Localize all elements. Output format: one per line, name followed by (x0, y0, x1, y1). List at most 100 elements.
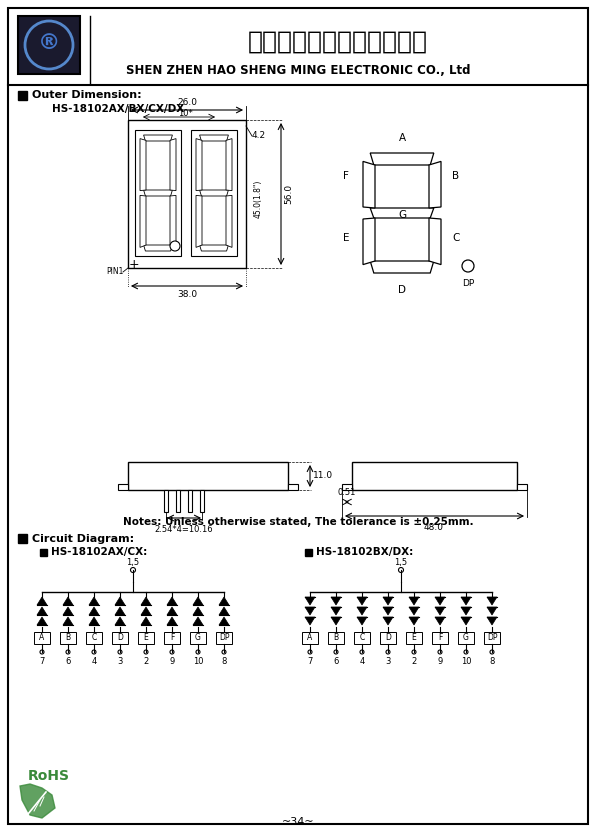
Bar (128, 462, 288, 490)
Polygon shape (196, 139, 202, 191)
Text: B: B (452, 171, 460, 181)
Text: 4: 4 (91, 657, 97, 666)
Text: ~34~: ~34~ (282, 817, 314, 827)
Text: E: E (343, 233, 349, 243)
Text: 4.2: 4.2 (252, 131, 266, 141)
Bar (34, 632, 50, 644)
Polygon shape (63, 617, 73, 625)
Circle shape (196, 650, 200, 654)
Text: DP: DP (219, 633, 229, 642)
Text: 10*: 10* (178, 109, 193, 118)
Bar (406, 632, 422, 644)
Text: G: G (398, 210, 406, 220)
Circle shape (360, 650, 364, 654)
Text: PIN1: PIN1 (106, 268, 123, 276)
Polygon shape (37, 607, 47, 615)
Polygon shape (487, 617, 497, 625)
Bar (40, 549, 47, 556)
Circle shape (170, 241, 180, 251)
Polygon shape (115, 597, 125, 605)
Polygon shape (435, 607, 445, 615)
Text: Outer Dimension:: Outer Dimension: (32, 91, 142, 101)
Text: 2: 2 (411, 657, 417, 666)
Text: B: B (333, 633, 339, 642)
Polygon shape (140, 139, 146, 191)
Bar (164, 490, 168, 512)
Polygon shape (200, 190, 228, 196)
Bar (60, 632, 76, 644)
Text: 1,5: 1,5 (126, 557, 139, 567)
Bar (176, 490, 180, 512)
Bar (188, 490, 192, 512)
Text: E: E (412, 633, 417, 642)
Polygon shape (115, 617, 125, 625)
Polygon shape (305, 597, 315, 605)
Polygon shape (219, 597, 229, 605)
Circle shape (386, 650, 390, 654)
Text: 11.0: 11.0 (313, 472, 333, 481)
Polygon shape (37, 617, 47, 625)
Text: 3: 3 (385, 657, 391, 666)
Polygon shape (196, 196, 202, 247)
Circle shape (222, 650, 226, 654)
Polygon shape (461, 597, 471, 605)
Text: Notes: Unless otherwise stated, The tolerance is ±0.25mm.: Notes: Unless otherwise stated, The tole… (123, 517, 473, 527)
Circle shape (144, 650, 148, 654)
Bar (86, 632, 102, 644)
Text: 3: 3 (117, 657, 123, 666)
Bar (352, 462, 517, 490)
Bar (328, 632, 344, 644)
Circle shape (66, 650, 70, 654)
Text: 8: 8 (221, 657, 226, 666)
Polygon shape (170, 139, 176, 191)
Polygon shape (37, 597, 47, 605)
Text: A: A (39, 633, 45, 642)
Bar (302, 632, 318, 644)
Circle shape (334, 650, 338, 654)
Circle shape (490, 650, 494, 654)
Polygon shape (435, 617, 445, 625)
Text: HS-18102AX/CX:: HS-18102AX/CX: (51, 547, 147, 557)
Bar (135, 130, 181, 256)
Text: D: D (117, 633, 123, 642)
Text: F: F (170, 633, 174, 642)
Polygon shape (226, 139, 232, 191)
Bar (484, 632, 500, 644)
Polygon shape (487, 607, 497, 615)
Text: C: C (91, 633, 97, 642)
Circle shape (308, 650, 312, 654)
Circle shape (170, 650, 174, 654)
Polygon shape (370, 153, 434, 165)
FancyBboxPatch shape (8, 8, 588, 824)
Bar (164, 632, 180, 644)
Polygon shape (383, 597, 393, 605)
Polygon shape (370, 261, 434, 273)
Polygon shape (305, 617, 315, 625)
Text: 10: 10 (461, 657, 471, 666)
Polygon shape (144, 245, 172, 251)
Circle shape (399, 567, 403, 572)
Polygon shape (461, 607, 471, 615)
Text: 8: 8 (489, 657, 495, 666)
Polygon shape (305, 607, 315, 615)
Circle shape (131, 567, 135, 572)
Bar (458, 632, 474, 644)
Polygon shape (200, 135, 228, 141)
Bar (190, 632, 206, 644)
Bar (138, 632, 154, 644)
Circle shape (438, 650, 442, 654)
Polygon shape (140, 196, 146, 247)
Polygon shape (487, 597, 497, 605)
Circle shape (118, 650, 122, 654)
Text: SHEN ZHEN HAO SHENG MING ELECTRONIC CO., Ltd: SHEN ZHEN HAO SHENG MING ELECTRONIC CO.,… (126, 63, 470, 77)
Circle shape (40, 650, 44, 654)
Text: DP: DP (462, 280, 474, 289)
Polygon shape (63, 597, 73, 605)
Text: C: C (452, 233, 460, 243)
Polygon shape (170, 196, 176, 247)
Bar (191, 130, 237, 256)
Circle shape (92, 650, 96, 654)
Bar (305, 549, 312, 556)
Polygon shape (219, 607, 229, 615)
Text: HS-18102BX/DX:: HS-18102BX/DX: (316, 547, 413, 557)
